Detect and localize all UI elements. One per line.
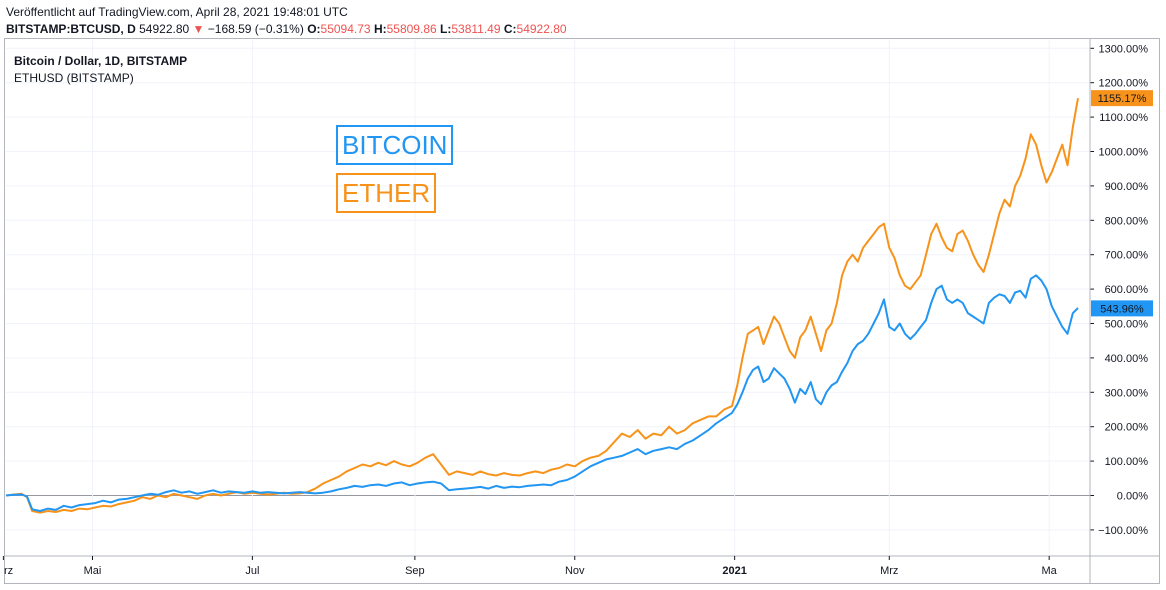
y-tick-label: 1000.00% <box>1098 147 1148 159</box>
time-axis: rz Mai Jul Sep Nov 2021 Mrz Ma <box>2 555 1160 577</box>
x-tick-label: Nov <box>565 565 585 577</box>
y-tick-label: 1300.00% <box>1098 43 1148 55</box>
y-tick-label: −100.00% <box>1098 525 1148 537</box>
x-tick-label: Mai <box>84 565 102 577</box>
chart-frame <box>4 38 1160 584</box>
ether-line[interactable] <box>5 98 1079 514</box>
ether-last-value-badge <box>1091 90 1153 107</box>
last-price: 54922.80 <box>139 22 190 36</box>
y-tick-label: 600.00% <box>1105 284 1149 296</box>
series-lines <box>5 98 1079 514</box>
y-tick-label: 300.00% <box>1105 387 1149 399</box>
bitcoin-last-value-badge <box>1091 300 1153 317</box>
bitcoin-line[interactable] <box>5 274 1079 512</box>
y-tick-label: 800.00% <box>1105 215 1149 227</box>
y-tick-label: 200.00% <box>1105 422 1149 434</box>
high-label: H: <box>373 22 387 36</box>
x-tick-label: 2021 <box>722 565 746 577</box>
legend-main-series[interactable]: Bitcoin / Dollar, 1D, BITSTAMP <box>14 54 188 68</box>
x-tick-label: Sep <box>405 565 425 577</box>
y-tick-label: 0.00% <box>1117 491 1148 503</box>
y-tick-label: 1200.00% <box>1098 78 1148 90</box>
bitcoin-annotation[interactable]: BITCOIN <box>336 125 454 165</box>
ether-annotation[interactable]: ETHER <box>336 173 437 213</box>
price-change: −168.59 (−0.31%) <box>207 22 304 36</box>
x-tick-label: Mrz <box>880 565 898 577</box>
y-tick-label: 1100.00% <box>1099 112 1148 124</box>
y-tick-label: 900.00% <box>1105 181 1149 193</box>
change-arrow-icon: ▼ <box>192 22 205 36</box>
y-tick-label: 100.00% <box>1105 456 1149 468</box>
last-value-labels: 543.96% 1155.17% <box>1091 90 1153 317</box>
ether-last-value-label: 1155.17% <box>1098 93 1147 105</box>
price-axis: 1300.00% 1200.00% 1100.00% 1000.00% 900.00% 8… <box>1089 38 1149 584</box>
bitcoin-last-value-label: 543.96% <box>1100 303 1144 315</box>
grid-lines <box>6 40 1090 556</box>
low-value: 53811.49 <box>451 22 501 36</box>
published-caption: Veröffentlicht auf TradingView.com, Apri… <box>6 5 348 19</box>
y-tick-label: 400.00% <box>1105 353 1149 365</box>
high-value: 55809.86 <box>386 22 437 36</box>
y-tick-label: 500.00% <box>1105 319 1149 331</box>
x-tick-label: Ma <box>1042 565 1058 577</box>
low-label: L: <box>440 22 452 36</box>
close-value: 54922.80 <box>516 22 567 36</box>
ohlc-bar: BITSTAMP:BTCUSD, D 54922.80 ▼ −168.59 (−… <box>6 22 567 36</box>
open-value: 55094.73 <box>320 22 371 36</box>
symbol-label[interactable]: BITSTAMP:BTCUSD, D <box>6 22 136 36</box>
open-label: O: <box>307 22 321 36</box>
legend-compare-series[interactable]: ETHUSD (BITSTAMP) <box>14 71 134 85</box>
close-label: C: <box>503 22 517 36</box>
x-tick-label: Jul <box>245 565 259 577</box>
y-tick-label: 700.00% <box>1105 250 1149 262</box>
x-tick-label: rz <box>4 565 13 577</box>
